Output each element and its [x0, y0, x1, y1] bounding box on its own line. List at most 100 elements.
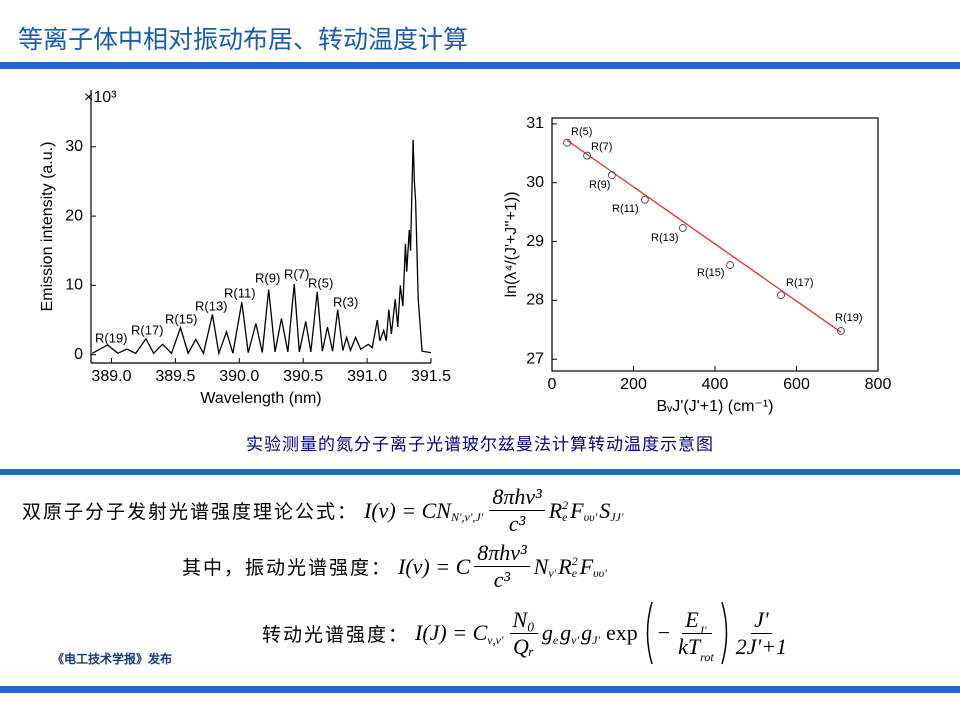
formula-text: I(ν) = CN [364, 497, 451, 523]
formula-text: R [558, 553, 572, 579]
divider [0, 62, 960, 69]
formula-text: R [548, 497, 563, 523]
formula-text: N₀ [509, 607, 538, 634]
point-label: R(11) [612, 203, 639, 215]
formula-text: e [571, 565, 578, 580]
paren [646, 601, 653, 665]
x-tick-label: 400 [702, 376, 729, 393]
formula-text: I(ν) = C [398, 553, 471, 579]
formula-text: g [560, 620, 572, 645]
formula-text: I(J) = C [415, 620, 488, 645]
point-label: R(17) [786, 277, 814, 289]
spectrum-line [91, 139, 432, 356]
formula-text: 2J'+1 [735, 633, 788, 659]
formula-text: g [581, 620, 593, 645]
data-point [640, 195, 649, 204]
formula-text: J' [698, 622, 707, 637]
y-tick-label: 0 [74, 346, 83, 363]
x-axis-label: BᵥJ'(J'+1) (cm⁻¹) [656, 398, 773, 415]
formula-text: 转动光谱强度： [262, 623, 410, 646]
formula-text: S [599, 497, 611, 523]
formula-text: F [570, 497, 584, 523]
x-tick-label: 0 [548, 376, 557, 393]
formula-text: rot [700, 649, 714, 664]
peak-label: R(19) [95, 330, 128, 345]
x-tick-label: 390.0 [219, 368, 259, 385]
divider [0, 469, 960, 475]
formula-text: υυ' [593, 566, 607, 580]
x-tick-label: 389.0 [91, 368, 131, 385]
point-label: R(13) [651, 232, 679, 244]
formula-text: N',ν',J' [450, 510, 484, 524]
caption: 实验测量的氮分子离子光谱玻尔兹曼法计算转动温度示意图 [246, 435, 714, 455]
y-axis-label: ln(λ⁴/(J'+J''+1)) [503, 192, 520, 298]
y-tick-label: 31 [526, 115, 544, 132]
formula-text: g [541, 620, 553, 645]
formula-text: JJ' [610, 510, 624, 524]
peak-label: R(13) [195, 298, 228, 313]
peak-label: R(9) [255, 270, 280, 285]
formula-text: ν' [571, 632, 580, 647]
peak-label: R(11) [224, 285, 256, 300]
y-tick-label: 27 [526, 350, 544, 367]
formula-text: Qᵣ [513, 633, 535, 659]
x-tick-label: 200 [620, 376, 647, 393]
y-tick-label: 10 [65, 277, 83, 294]
formula-text: E [685, 606, 699, 632]
formula-text: 2 [562, 497, 569, 512]
formula-text: υυ' [583, 510, 598, 524]
x-axis-label: Wavelength (nm) [200, 390, 321, 407]
data-point [607, 171, 616, 180]
point-label: R(9) [589, 179, 610, 191]
x-tick-label: 391.0 [347, 368, 387, 385]
slide-title: 等离子体中相对振动布居、转动温度计算 [18, 25, 469, 54]
formula-text: F [579, 553, 594, 579]
axis-multiplier: ×10³ [84, 89, 117, 106]
peak-label: R(5) [308, 275, 333, 290]
formula-text: ν,ν' [487, 632, 504, 647]
y-tick-label: 30 [65, 138, 83, 155]
x-tick-label: 800 [865, 376, 892, 393]
data-point [836, 326, 845, 335]
data-point [777, 291, 786, 300]
formula-text: 8πhν³ [489, 484, 545, 511]
data-point [583, 151, 592, 160]
x-tick-label: 389.5 [155, 368, 195, 385]
formula: 双原子分子发射光谱强度理论公式： I(ν) = CN N',ν',J' 8πhν³… [22, 484, 625, 537]
paren [720, 601, 727, 665]
y-tick-label: 29 [526, 233, 544, 250]
data-point [563, 138, 572, 147]
formula-text: 8πhν³ [474, 540, 530, 567]
formula-text: e [552, 632, 559, 647]
peak-label: R(3) [333, 294, 358, 309]
y-tick-label: 30 [526, 174, 544, 191]
x-tick-label: 391.5 [411, 368, 451, 385]
formula-text: c³ [508, 511, 526, 536]
fit-line [566, 139, 842, 333]
y-tick-label: 20 [65, 207, 83, 224]
point-label: R(7) [591, 141, 612, 153]
x-tick-label: 390.5 [283, 368, 323, 385]
formula-text: J' [592, 632, 600, 647]
formula-text: 双原子分子发射光谱强度理论公式： [22, 501, 359, 523]
formula-text: − [657, 620, 671, 645]
footer: 《电工技术学报》发布 [52, 652, 173, 666]
peak-label: R(17) [131, 322, 164, 337]
y-axis-label: Emission intensity (a.u.) [39, 142, 56, 312]
formula-text: e [562, 509, 568, 524]
point-label: R(5) [571, 126, 592, 138]
y-tick-label: 28 [526, 292, 544, 309]
formula-text: ν' [548, 566, 557, 580]
point-label: R(19) [835, 312, 863, 324]
peak-label: R(15) [165, 311, 198, 326]
data-point [726, 261, 735, 270]
formula-text: exp [605, 620, 638, 645]
divider [0, 686, 960, 693]
formula-text: N [533, 553, 549, 579]
formula-text: 其中，振动光谱强度： [182, 557, 393, 579]
x-tick-label: 600 [783, 376, 810, 393]
